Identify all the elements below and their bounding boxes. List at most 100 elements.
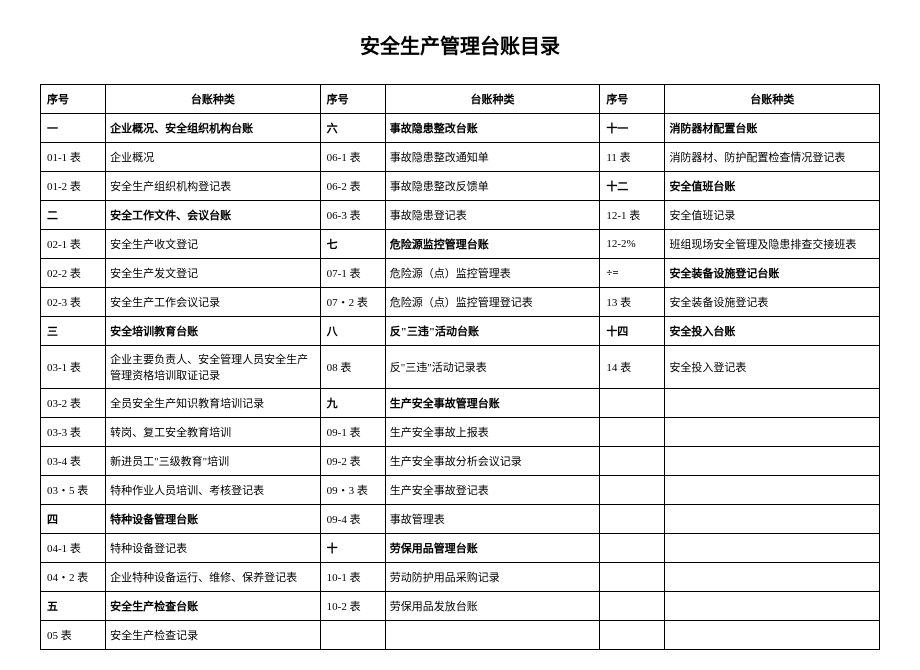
cell-seq: 十一 xyxy=(600,114,665,143)
header-type-2: 台账种类 xyxy=(385,85,600,114)
table-row: 04-1 表特种设备登记表十劳保用品管理台账 xyxy=(41,534,880,563)
cell-type: 企业概况、安全组织机构台账 xyxy=(106,114,321,143)
cell-type: 班组现场安全管理及隐患排查交接班表 xyxy=(665,230,880,259)
cell-seq: 02-1 表 xyxy=(41,230,106,259)
cell-type: 事故隐患整改台账 xyxy=(385,114,600,143)
table-row: 05 表安全生产检查记录 xyxy=(41,621,880,650)
cell-seq: 02-2 表 xyxy=(41,259,106,288)
cell-type: 事故隐患登记表 xyxy=(385,201,600,230)
cell-seq: 07・2 表 xyxy=(320,288,385,317)
table-row: 02-2 表安全生产发文登记07-1 表危险源（点）监控管理表÷=安全装备设施登… xyxy=(41,259,880,288)
cell-seq: 八 xyxy=(320,317,385,346)
cell-seq: 09・3 表 xyxy=(320,476,385,505)
cell-seq: ÷= xyxy=(600,259,665,288)
cell-seq: 03-4 表 xyxy=(41,447,106,476)
cell-seq: 03-3 表 xyxy=(41,418,106,447)
cell-type xyxy=(665,534,880,563)
cell-seq: 14 表 xyxy=(600,346,665,389)
cell-type: 安全培训教育台账 xyxy=(106,317,321,346)
cell-seq: 10-2 表 xyxy=(320,592,385,621)
cell-seq: 06-3 表 xyxy=(320,201,385,230)
cell-type: 安全生产组织机构登记表 xyxy=(106,172,321,201)
cell-type: 劳保用品管理台账 xyxy=(385,534,600,563)
cell-type xyxy=(665,621,880,650)
cell-type: 安全工作文件、会议台账 xyxy=(106,201,321,230)
cell-type xyxy=(665,563,880,592)
cell-type: 新进员工"三级教育"培训 xyxy=(106,447,321,476)
cell-type: 安全投入登记表 xyxy=(665,346,880,389)
cell-seq: 01-1 表 xyxy=(41,143,106,172)
cell-seq: 10-1 表 xyxy=(320,563,385,592)
table-row: 四特种设备管理台账09-4 表事故管理表 xyxy=(41,505,880,534)
cell-seq: 04-1 表 xyxy=(41,534,106,563)
cell-seq xyxy=(600,563,665,592)
cell-seq: 四 xyxy=(41,505,106,534)
cell-seq xyxy=(600,505,665,534)
cell-type: 转岗、复工安全教育培训 xyxy=(106,418,321,447)
cell-seq: 04・2 表 xyxy=(41,563,106,592)
cell-seq: 02-3 表 xyxy=(41,288,106,317)
cell-type: 反"三违"活动记录表 xyxy=(385,346,600,389)
cell-seq: 03-2 表 xyxy=(41,389,106,418)
cell-seq: 三 xyxy=(41,317,106,346)
cell-seq: 09-4 表 xyxy=(320,505,385,534)
cell-type: 企业特种设备运行、维修、保养登记表 xyxy=(106,563,321,592)
cell-type xyxy=(665,447,880,476)
cell-type: 劳保用品发放台账 xyxy=(385,592,600,621)
cell-type: 特种设备管理台账 xyxy=(106,505,321,534)
cell-seq: 六 xyxy=(320,114,385,143)
table-row: 01-1 表企业概况06-1 表事故隐患整改通知单11 表消防器材、防护配置检查… xyxy=(41,143,880,172)
cell-seq: 01-2 表 xyxy=(41,172,106,201)
table-row: 01-2 表安全生产组织机构登记表06-2 表事故隐患整改反馈单十二安全值班台账 xyxy=(41,172,880,201)
cell-seq: 五 xyxy=(41,592,106,621)
header-seq-2: 序号 xyxy=(320,85,385,114)
cell-type: 安全生产收文登记 xyxy=(106,230,321,259)
cell-seq: 12-1 表 xyxy=(600,201,665,230)
cell-seq: 二 xyxy=(41,201,106,230)
cell-type: 全员安全生产知识教育培训记录 xyxy=(106,389,321,418)
cell-type: 安全值班台账 xyxy=(665,172,880,201)
cell-seq: 05 表 xyxy=(41,621,106,650)
cell-seq: 十二 xyxy=(600,172,665,201)
cell-type: 劳动防护用品采购记录 xyxy=(385,563,600,592)
cell-seq: 08 表 xyxy=(320,346,385,389)
table-row: 04・2 表企业特种设备运行、维修、保养登记表10-1 表劳动防护用品采购记录 xyxy=(41,563,880,592)
cell-type: 事故隐患整改反馈单 xyxy=(385,172,600,201)
table-row: 02-1 表安全生产收文登记七危险源监控管理台账12-2%班组现场安全管理及隐患… xyxy=(41,230,880,259)
cell-type: 企业概况 xyxy=(106,143,321,172)
cell-seq: 12-2% xyxy=(600,230,665,259)
cell-type xyxy=(665,418,880,447)
cell-seq: 十 xyxy=(320,534,385,563)
cell-seq: 09-2 表 xyxy=(320,447,385,476)
cell-type: 反"三违"活动台账 xyxy=(385,317,600,346)
cell-seq xyxy=(600,534,665,563)
cell-type: 危险源（点）监控管理表 xyxy=(385,259,600,288)
table-row: 03-2 表全员安全生产知识教育培训记录九生产安全事故管理台账 xyxy=(41,389,880,418)
cell-type: 消防器材配置台账 xyxy=(665,114,880,143)
cell-type xyxy=(385,621,600,650)
cell-type xyxy=(665,476,880,505)
cell-type: 安全生产发文登记 xyxy=(106,259,321,288)
cell-type: 事故隐患整改通知单 xyxy=(385,143,600,172)
cell-type: 安全生产检查台账 xyxy=(106,592,321,621)
cell-seq: 07-1 表 xyxy=(320,259,385,288)
cell-type: 特种作业人员培训、考核登记表 xyxy=(106,476,321,505)
table-row: 03-4 表新进员工"三级教育"培训09-2 表生产安全事故分析会议记录 xyxy=(41,447,880,476)
cell-type: 生产安全事故分析会议记录 xyxy=(385,447,600,476)
table-row: 一企业概况、安全组织机构台账六事故隐患整改台账十一消防器材配置台账 xyxy=(41,114,880,143)
cell-type: 事故管理表 xyxy=(385,505,600,534)
cell-type: 安全装备设施登记台账 xyxy=(665,259,880,288)
cell-seq: 13 表 xyxy=(600,288,665,317)
table-row: 03・5 表特种作业人员培训、考核登记表09・3 表生产安全事故登记表 xyxy=(41,476,880,505)
header-type-3: 台账种类 xyxy=(665,85,880,114)
cell-type: 危险源（点）监控管理登记表 xyxy=(385,288,600,317)
table-row: 二安全工作文件、会议台账06-3 表事故隐患登记表12-1 表安全值班记录 xyxy=(41,201,880,230)
table-header-row: 序号 台账种类 序号 台账种类 序号 台账种类 xyxy=(41,85,880,114)
cell-type xyxy=(665,592,880,621)
cell-type: 生产安全事故登记表 xyxy=(385,476,600,505)
cell-seq xyxy=(600,389,665,418)
ledger-table: 序号 台账种类 序号 台账种类 序号 台账种类 一企业概况、安全组织机构台账六事… xyxy=(40,84,880,650)
header-seq-1: 序号 xyxy=(41,85,106,114)
cell-seq: 03・5 表 xyxy=(41,476,106,505)
cell-type: 危险源监控管理台账 xyxy=(385,230,600,259)
